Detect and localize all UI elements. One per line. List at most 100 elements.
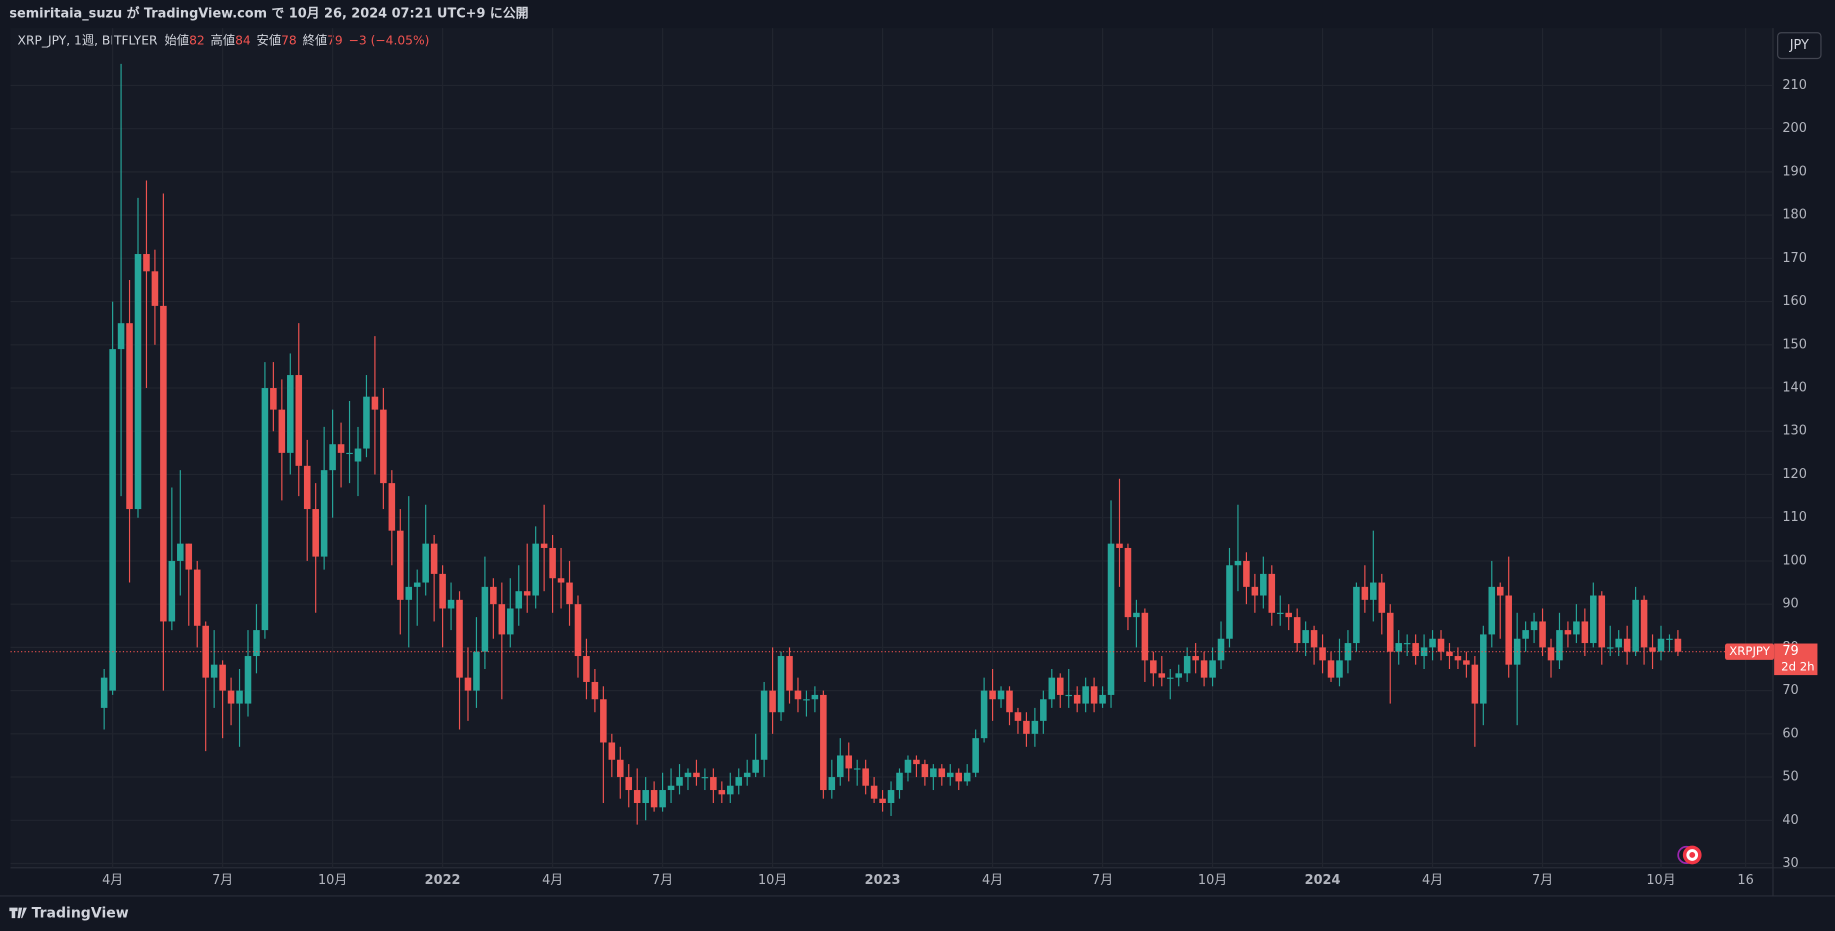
- candle-body: [583, 656, 590, 682]
- candles: [100, 63, 1682, 825]
- candle-body: [591, 681, 599, 700]
- y-tick-label: 50: [1782, 770, 1798, 785]
- candle-body: [1183, 656, 1191, 674]
- candle-body: [1403, 643, 1411, 645]
- candle-body: [126, 323, 133, 510]
- candle-body: [1226, 565, 1233, 639]
- candle-body: [1666, 638, 1673, 640]
- candle-body: [405, 586, 413, 600]
- x-tick-label: 4月: [542, 873, 563, 888]
- candle-body: [1023, 720, 1030, 734]
- candle-body: [320, 470, 328, 557]
- candle-body: [650, 790, 658, 808]
- candle-body: [989, 690, 996, 700]
- x-tick-label: 10月: [758, 873, 787, 888]
- candle-body: [1378, 582, 1386, 613]
- candle-body: [727, 785, 734, 795]
- y-tick-label: 70: [1782, 683, 1798, 698]
- candle-body: [1243, 560, 1250, 587]
- candle-body: [498, 604, 506, 635]
- candle-body: [743, 772, 751, 778]
- x-tick-label: 2023: [865, 873, 901, 888]
- candle-body: [633, 790, 641, 804]
- candle-body: [1285, 612, 1292, 618]
- candle-body: [1276, 612, 1284, 614]
- candle-body: [1463, 660, 1470, 665]
- legend-value: 82: [189, 33, 205, 47]
- legend-label: 安値: [257, 32, 282, 47]
- y-tick-label: 140: [1782, 381, 1807, 396]
- candle-body: [684, 772, 692, 778]
- candle-body: [1268, 573, 1276, 613]
- candle-body: [1327, 660, 1335, 678]
- y-tick-label: 30: [1782, 856, 1798, 871]
- candle-body: [160, 305, 167, 622]
- y-tick-label: 160: [1782, 294, 1807, 309]
- candle-body: [1590, 595, 1597, 644]
- y-tick-label: 110: [1782, 510, 1807, 525]
- candle-body: [109, 349, 116, 691]
- candle-body: [1192, 656, 1199, 661]
- candle-body: [760, 690, 768, 760]
- candle-body: [397, 530, 404, 600]
- candle-body: [769, 690, 776, 713]
- legend-label: 始値: [165, 32, 190, 47]
- x-tick-label: 16: [1737, 873, 1753, 888]
- candle-body: [693, 772, 700, 778]
- candle-body: [1564, 630, 1572, 635]
- candle-body: [820, 694, 827, 791]
- candle-body: [574, 604, 582, 657]
- candle-body: [177, 543, 184, 561]
- y-tick-label: 60: [1782, 726, 1798, 741]
- candle-body: [168, 560, 176, 622]
- candle-body: [1319, 647, 1326, 661]
- candle-body: [1133, 612, 1140, 618]
- x-tick-label: 10月: [1198, 873, 1227, 888]
- candle-body: [557, 578, 565, 583]
- y-tick-label: 130: [1782, 424, 1807, 439]
- candle-body: [1573, 621, 1580, 635]
- candle-body: [1361, 586, 1369, 600]
- grid: [10, 28, 1773, 868]
- candle-body: [413, 582, 421, 587]
- x-tick-label: 10月: [1646, 873, 1675, 888]
- candle-body: [1006, 690, 1013, 713]
- price-tag: [1774, 643, 1818, 676]
- candle-body: [1150, 660, 1157, 674]
- candle-body: [930, 768, 937, 778]
- candle-body: [1446, 651, 1453, 657]
- candle-body: [1488, 586, 1496, 635]
- candle-body: [337, 444, 345, 453]
- candle-body: [625, 777, 633, 791]
- currency-button[interactable]: [1777, 32, 1822, 60]
- candle-body: [938, 768, 946, 778]
- y-tick-label: 120: [1782, 467, 1807, 482]
- candle-body: [1606, 647, 1614, 649]
- candle-body: [540, 543, 548, 548]
- candle-body: [1395, 643, 1402, 652]
- candle-body: [803, 699, 810, 701]
- candle-body: [659, 790, 666, 808]
- candle-body: [777, 656, 785, 713]
- candle-body: [329, 444, 336, 471]
- candle-body: [735, 777, 743, 786]
- currency-label[interactable]: JPY: [1789, 38, 1809, 53]
- candle-body: [100, 677, 108, 708]
- candle-body: [1480, 634, 1487, 704]
- candle-body: [202, 625, 209, 678]
- candle-body: [701, 777, 709, 779]
- candle-body: [464, 677, 472, 691]
- candle-body: [1048, 677, 1056, 700]
- candle-body: [980, 690, 988, 739]
- candle-body: [1522, 630, 1529, 639]
- candle-body: [963, 772, 971, 782]
- x-tick-label: 4月: [1422, 873, 1443, 888]
- candle-body: [363, 396, 370, 449]
- candle-body: [1657, 638, 1665, 652]
- candle-body: [270, 388, 277, 410]
- candle-body: [794, 690, 802, 700]
- candle-body: [972, 738, 979, 773]
- candle-body: [261, 388, 269, 631]
- candle-body: [430, 543, 438, 574]
